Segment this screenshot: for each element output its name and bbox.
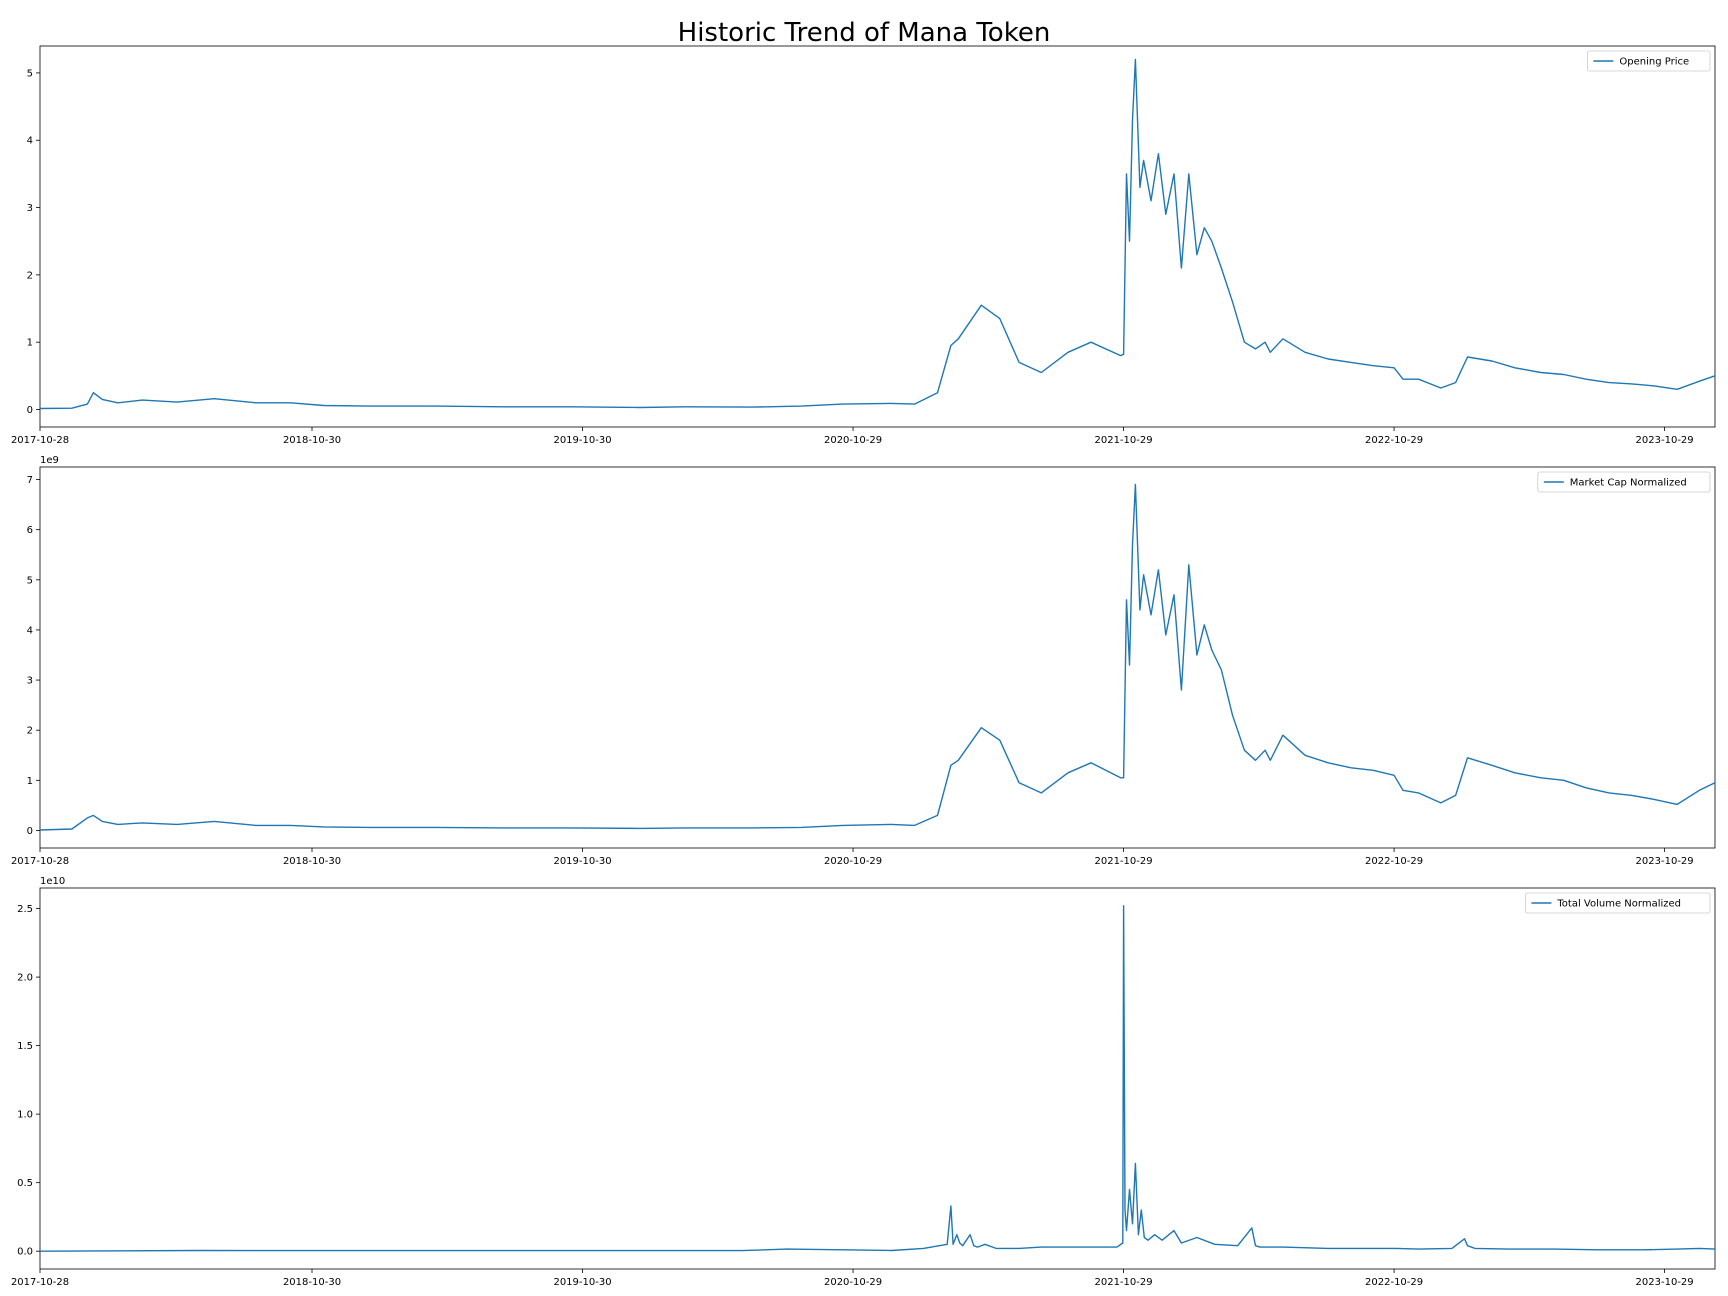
y-tick-label: 1 — [27, 776, 33, 787]
x-tick-label: 2020-10-29 — [824, 856, 882, 867]
y-tick-label: 1.0 — [17, 1110, 33, 1121]
legend: Total Volume Normalized — [1525, 892, 1711, 914]
y-tick-label: 1.5 — [17, 1041, 33, 1052]
series-line — [39, 905, 1716, 1252]
x-tick-label: 2022-10-29 — [1365, 435, 1423, 446]
x-tick-label: 2018-10-30 — [283, 435, 341, 446]
x-tick-label: 2017-10-28 — [11, 435, 69, 446]
x-tick-label: 2021-10-29 — [1094, 856, 1152, 867]
legend-label: Total Volume Normalized — [1556, 899, 1681, 910]
figure-title: Historic Trend of Mana Token — [677, 18, 1051, 48]
x-tick-label: 2022-10-29 — [1365, 856, 1423, 867]
legend-label: Market Cap Normalized — [1570, 478, 1687, 489]
x-tick-label: 2018-10-30 — [283, 856, 341, 867]
y-offset-label: 1e10 — [40, 876, 65, 887]
x-tick-label: 2023-10-29 — [1636, 856, 1694, 867]
chart-panel-3: 2017-10-28 2018-10-30 2019-10-30 2020-10-29… — [11, 876, 1716, 1288]
chart-panel-1: 2017-10-28 2018-10-30 2019-10-30 2020-10-29… — [11, 45, 1716, 446]
series-line — [39, 58, 1716, 410]
y-tick-label: 0 — [27, 826, 33, 837]
x-tick-label: 2021-10-29 — [1094, 1277, 1152, 1288]
legend-box — [1587, 50, 1711, 72]
x-tick-label: 2017-10-28 — [11, 856, 69, 867]
axes-frame — [39, 887, 1716, 1270]
x-tick-label: 2020-10-29 — [824, 1277, 882, 1288]
x-tick-label: 2019-10-30 — [553, 435, 611, 446]
y-tick-label: 3 — [27, 676, 33, 687]
y-tick-label: 1 — [27, 338, 33, 349]
x-tick-label: 2018-10-30 — [283, 1277, 341, 1288]
y-tick-label: 2 — [27, 270, 33, 281]
x-tick-label: 2019-10-30 — [553, 856, 611, 867]
y-tick-label: 5 — [27, 68, 33, 79]
x-tick-label: 2023-10-29 — [1636, 435, 1694, 446]
legend-label: Opening Price — [1619, 57, 1689, 68]
x-tick-label: 2019-10-30 — [553, 1277, 611, 1288]
x-tick-label: 2020-10-29 — [824, 435, 882, 446]
y-tick-label: 2 — [27, 726, 33, 737]
y-tick-label: 0.5 — [17, 1178, 33, 1189]
y-tick-label: 2.5 — [17, 904, 33, 915]
y-tick-label: 5 — [27, 575, 33, 586]
chart-panel-2: 2017-10-28 2018-10-30 2019-10-30 2020-10-29… — [11, 455, 1716, 867]
x-tick-label: 2022-10-29 — [1365, 1277, 1423, 1288]
x-tick-label: 2021-10-29 — [1094, 435, 1152, 446]
series-line — [39, 483, 1716, 831]
x-tick-label: 2023-10-29 — [1636, 1277, 1694, 1288]
legend: Opening Price — [1587, 50, 1711, 72]
y-tick-label: 3 — [27, 203, 33, 214]
axes-frame — [39, 45, 1716, 428]
legend: Market Cap Normalized — [1537, 471, 1711, 493]
y-tick-label: 2.0 — [17, 973, 33, 984]
y-tick-label: 6 — [27, 525, 33, 536]
y-tick-label: 0 — [27, 405, 33, 416]
legend-box — [1525, 892, 1711, 914]
y-tick-label: 4 — [27, 625, 33, 636]
y-tick-label: 4 — [27, 136, 33, 147]
y-tick-label: 7 — [27, 475, 33, 486]
x-tick-label: 2017-10-28 — [11, 1277, 69, 1288]
legend-box — [1537, 471, 1711, 493]
y-tick-label: 0.0 — [17, 1247, 33, 1258]
axes-frame — [39, 466, 1716, 849]
y-offset-label: 1e9 — [40, 455, 59, 466]
